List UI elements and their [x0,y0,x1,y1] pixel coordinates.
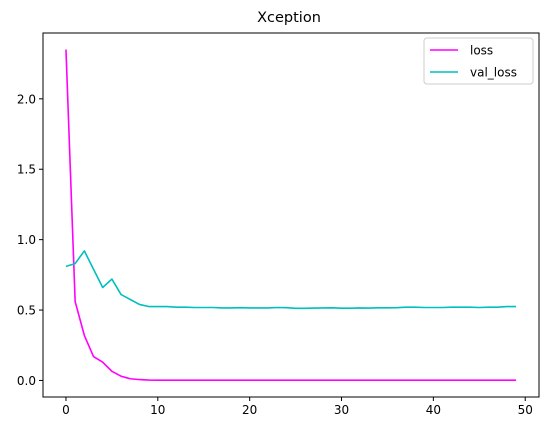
x-axis: 0 10 20 30 40 50 [62,397,533,417]
x-tick-label: 40 [426,403,441,417]
y-tick-label: 2.0 [17,92,36,106]
x-tick-label: 10 [150,403,165,417]
y-tick-label: 0.5 [17,304,36,318]
x-tick-label: 30 [334,403,349,417]
chart-title: Xception [257,10,321,26]
y-axis: 0.0 0.5 1.0 1.5 2.0 [17,92,43,388]
x-tick-label: 20 [242,403,257,417]
axes-frame [42,32,540,398]
legend-label: val_loss [470,66,517,80]
series-line-loss [65,49,517,381]
legend: loss val_loss [423,37,534,85]
y-tick-label: 0.0 [17,374,36,388]
plot-area [42,32,540,398]
series-group [65,49,517,381]
legend-label: loss [470,44,493,58]
y-tick-label: 1.0 [17,233,36,247]
x-tick-label: 50 [518,403,533,417]
x-tick-label: 0 [62,403,70,417]
y-tick-label: 1.5 [17,163,36,177]
series-line-val-loss [65,250,517,310]
